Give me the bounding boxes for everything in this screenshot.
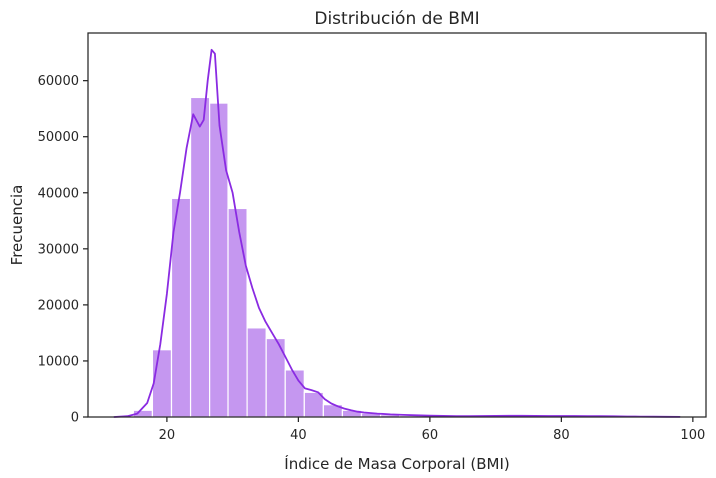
x-tick-label-40: 40 bbox=[290, 428, 307, 443]
histogram-bar-5 bbox=[209, 102, 229, 418]
y-tick-label-40000: 40000 bbox=[38, 186, 79, 201]
y-axis-ticks: 0 10000 20000 30000 40000 50000 60000 bbox=[38, 74, 88, 426]
x-tick-label-100: 100 bbox=[680, 428, 705, 443]
x-tick-label-60: 60 bbox=[422, 428, 439, 443]
y-tick-label-60000: 60000 bbox=[38, 74, 79, 89]
y-axis-label: Frecuencia bbox=[8, 185, 26, 266]
histogram-bars bbox=[113, 96, 687, 418]
histogram-bar-9 bbox=[284, 369, 305, 418]
y-tick-label-50000: 50000 bbox=[38, 130, 79, 145]
histogram-bar-4 bbox=[189, 96, 211, 418]
axes-frame bbox=[87, 32, 707, 418]
chart-title: Distribución de BMI bbox=[314, 9, 479, 29]
x-axis-label: Índice de Masa Corporal (BMI) bbox=[284, 454, 509, 473]
y-tick-label-0: 0 bbox=[71, 411, 79, 426]
histogram-bar-6 bbox=[227, 207, 248, 418]
y-tick-label-20000: 20000 bbox=[38, 298, 79, 313]
x-tick-label-80: 80 bbox=[553, 428, 570, 443]
x-axis-ticks: 20 40 60 80 100 bbox=[159, 417, 705, 443]
histogram-bar-2 bbox=[151, 349, 173, 418]
kde-line bbox=[113, 48, 681, 418]
y-tick-label-30000: 30000 bbox=[38, 242, 79, 257]
kde-layer bbox=[113, 48, 681, 418]
plot-frame bbox=[87, 32, 707, 418]
y-tick-label-10000: 10000 bbox=[38, 354, 79, 369]
x-tick-label-20: 20 bbox=[159, 428, 176, 443]
histogram-bar-7 bbox=[246, 327, 267, 418]
